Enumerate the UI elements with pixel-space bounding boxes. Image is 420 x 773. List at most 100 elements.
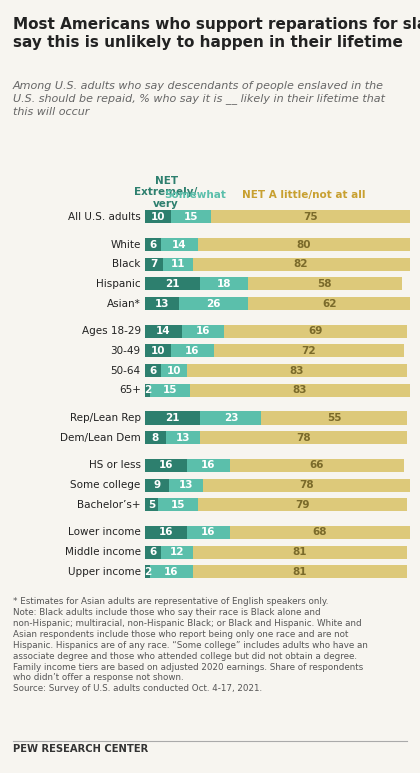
Text: 16: 16	[196, 326, 210, 336]
Text: 66: 66	[310, 461, 324, 471]
Text: Lower income: Lower income	[68, 527, 141, 537]
Bar	[200, 411, 261, 424]
Text: 12: 12	[169, 547, 184, 557]
Text: 82: 82	[294, 259, 308, 269]
Bar	[187, 526, 230, 539]
Bar	[150, 383, 190, 397]
Text: 16: 16	[201, 461, 215, 471]
Text: 13: 13	[178, 480, 193, 490]
Bar	[161, 364, 187, 377]
Bar	[145, 238, 161, 251]
Text: 6: 6	[149, 366, 157, 376]
Bar	[161, 546, 192, 559]
Text: 65+: 65+	[119, 385, 141, 395]
Bar	[145, 526, 187, 539]
Bar	[145, 459, 187, 472]
Bar	[166, 431, 200, 444]
Bar	[200, 278, 248, 291]
Text: Upper income: Upper income	[68, 567, 141, 577]
Bar	[171, 210, 211, 223]
Bar	[145, 345, 171, 357]
Bar	[192, 565, 407, 578]
Text: Black: Black	[112, 259, 141, 269]
Text: 16: 16	[159, 527, 173, 537]
Text: 83: 83	[290, 366, 304, 376]
Bar	[200, 431, 407, 444]
Text: 10: 10	[151, 212, 165, 222]
Text: 13: 13	[155, 298, 169, 308]
Bar	[145, 565, 150, 578]
Text: Asian*: Asian*	[107, 298, 141, 308]
Text: 81: 81	[292, 547, 307, 557]
Text: 62: 62	[323, 298, 337, 308]
Bar	[261, 411, 407, 424]
Text: 15: 15	[163, 385, 177, 395]
Bar	[158, 499, 198, 511]
Bar	[203, 478, 410, 492]
Text: NET
Extremely/
very: NET Extremely/ very	[134, 176, 198, 209]
Text: PEW RESEARCH CENTER: PEW RESEARCH CENTER	[13, 744, 148, 754]
Text: 68: 68	[312, 527, 327, 537]
Text: 72: 72	[302, 346, 316, 356]
Text: 26: 26	[207, 298, 221, 308]
Bar	[187, 459, 230, 472]
Bar	[187, 364, 407, 377]
Text: 7: 7	[150, 259, 158, 269]
Bar	[150, 565, 192, 578]
Text: 58: 58	[318, 279, 332, 289]
Text: 78: 78	[299, 480, 314, 490]
Text: 79: 79	[295, 499, 310, 509]
Text: 5: 5	[148, 499, 155, 509]
Text: 21: 21	[165, 413, 180, 423]
Text: Middle income: Middle income	[65, 547, 141, 557]
Text: 8: 8	[152, 433, 159, 443]
Text: NET A little/not at all: NET A little/not at all	[242, 190, 365, 200]
Text: Ages 18-29: Ages 18-29	[81, 326, 141, 336]
Text: 80: 80	[297, 240, 311, 250]
Text: White: White	[110, 240, 141, 250]
Bar	[145, 546, 161, 559]
Text: 30-49: 30-49	[110, 346, 141, 356]
Text: All U.S. adults: All U.S. adults	[68, 212, 141, 222]
Text: 55: 55	[327, 413, 341, 423]
Bar	[198, 238, 410, 251]
Bar	[230, 459, 404, 472]
Text: Most Americans who support reparations for slavery
say this is unlikely to happe: Most Americans who support reparations f…	[13, 17, 420, 50]
Bar	[145, 478, 169, 492]
Bar	[248, 297, 412, 310]
Text: 2: 2	[144, 385, 151, 395]
Text: 69: 69	[308, 326, 323, 336]
Text: 14: 14	[156, 326, 171, 336]
Bar	[230, 526, 410, 539]
Text: Dem/Lean Dem: Dem/Lean Dem	[60, 433, 141, 443]
Bar	[224, 325, 407, 338]
Text: Bachelor’s+: Bachelor’s+	[77, 499, 141, 509]
Bar	[190, 383, 410, 397]
Text: 16: 16	[185, 346, 200, 356]
Text: HS or less: HS or less	[89, 461, 141, 471]
Text: 16: 16	[164, 567, 178, 577]
Bar	[145, 411, 200, 424]
Bar	[163, 257, 192, 271]
Text: 15: 15	[184, 212, 199, 222]
Bar	[179, 297, 248, 310]
Text: 78: 78	[297, 433, 311, 443]
Text: 23: 23	[223, 413, 238, 423]
Bar	[145, 325, 182, 338]
Text: Some college: Some college	[71, 480, 141, 490]
Bar	[145, 431, 166, 444]
Text: 21: 21	[165, 279, 180, 289]
Bar	[192, 257, 410, 271]
Bar	[145, 278, 200, 291]
Bar	[211, 210, 410, 223]
Text: 6: 6	[149, 240, 157, 250]
Text: 75: 75	[303, 212, 318, 222]
Bar	[198, 499, 407, 511]
Text: 81: 81	[292, 567, 307, 577]
Bar	[145, 499, 158, 511]
Bar	[145, 257, 163, 271]
Bar	[169, 478, 203, 492]
Bar	[171, 345, 214, 357]
Text: Rep/Lean Rep: Rep/Lean Rep	[70, 413, 141, 423]
Text: 83: 83	[292, 385, 307, 395]
